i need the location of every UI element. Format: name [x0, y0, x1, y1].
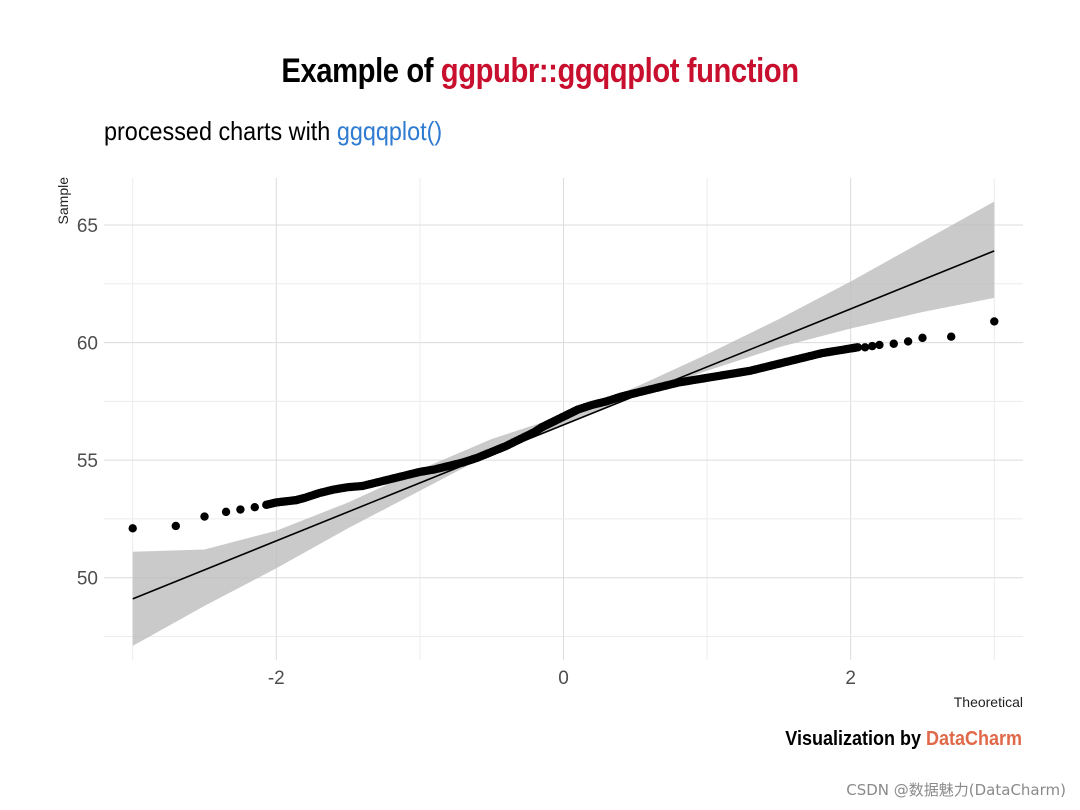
data-point: [990, 317, 999, 326]
confidence-band: [132, 201, 995, 646]
data-point: [868, 341, 877, 351]
x-axis-label: Theoretical: [954, 694, 1023, 710]
data-points: [128, 317, 999, 533]
x-tick-label: -2: [268, 668, 285, 689]
data-point: [947, 332, 956, 341]
data-point: [903, 337, 913, 346]
subtitle-prefix: processed charts with: [104, 116, 331, 146]
y-axis-label: Sample: [55, 177, 71, 225]
y-tick-label: 55: [77, 451, 98, 472]
reference-line: [132, 250, 995, 600]
title-prefix: Example of: [281, 52, 434, 90]
caption-highlight: DataCharm: [925, 728, 1022, 750]
data-point: [250, 502, 259, 512]
data-point: [236, 505, 245, 514]
data-point: [860, 343, 870, 352]
footer-watermark: CSDN @数据魅力(DataCharm): [846, 781, 1066, 799]
title-highlight: ggpubr::ggqqplot function: [440, 52, 799, 90]
caption: Visualization by DataCharm: [785, 728, 1022, 751]
y-tick-label: 50: [77, 569, 98, 590]
data-point: [889, 339, 898, 348]
x-tick-label: 2: [845, 668, 856, 689]
chart-title: Example of ggpubr::ggqqplot function: [76, 52, 1005, 91]
data-point: [918, 333, 927, 343]
data-point: [221, 507, 231, 517]
data-point: [171, 521, 180, 531]
y-tick-label: 60: [77, 334, 98, 355]
caption-prefix: Visualization by: [785, 728, 921, 750]
chart-subtitle: processed charts with ggqqplot(): [104, 116, 442, 147]
data-point: [853, 343, 863, 352]
y-tick-label: 65: [77, 216, 98, 237]
axis-ticks: -2 0 2 50 55 60 65: [77, 216, 856, 689]
data-point: [875, 340, 884, 350]
data-point: [128, 524, 137, 533]
data-point: [200, 512, 209, 521]
x-tick-label: 0: [558, 668, 569, 689]
subtitle-highlight: ggqqplot(): [336, 116, 443, 146]
